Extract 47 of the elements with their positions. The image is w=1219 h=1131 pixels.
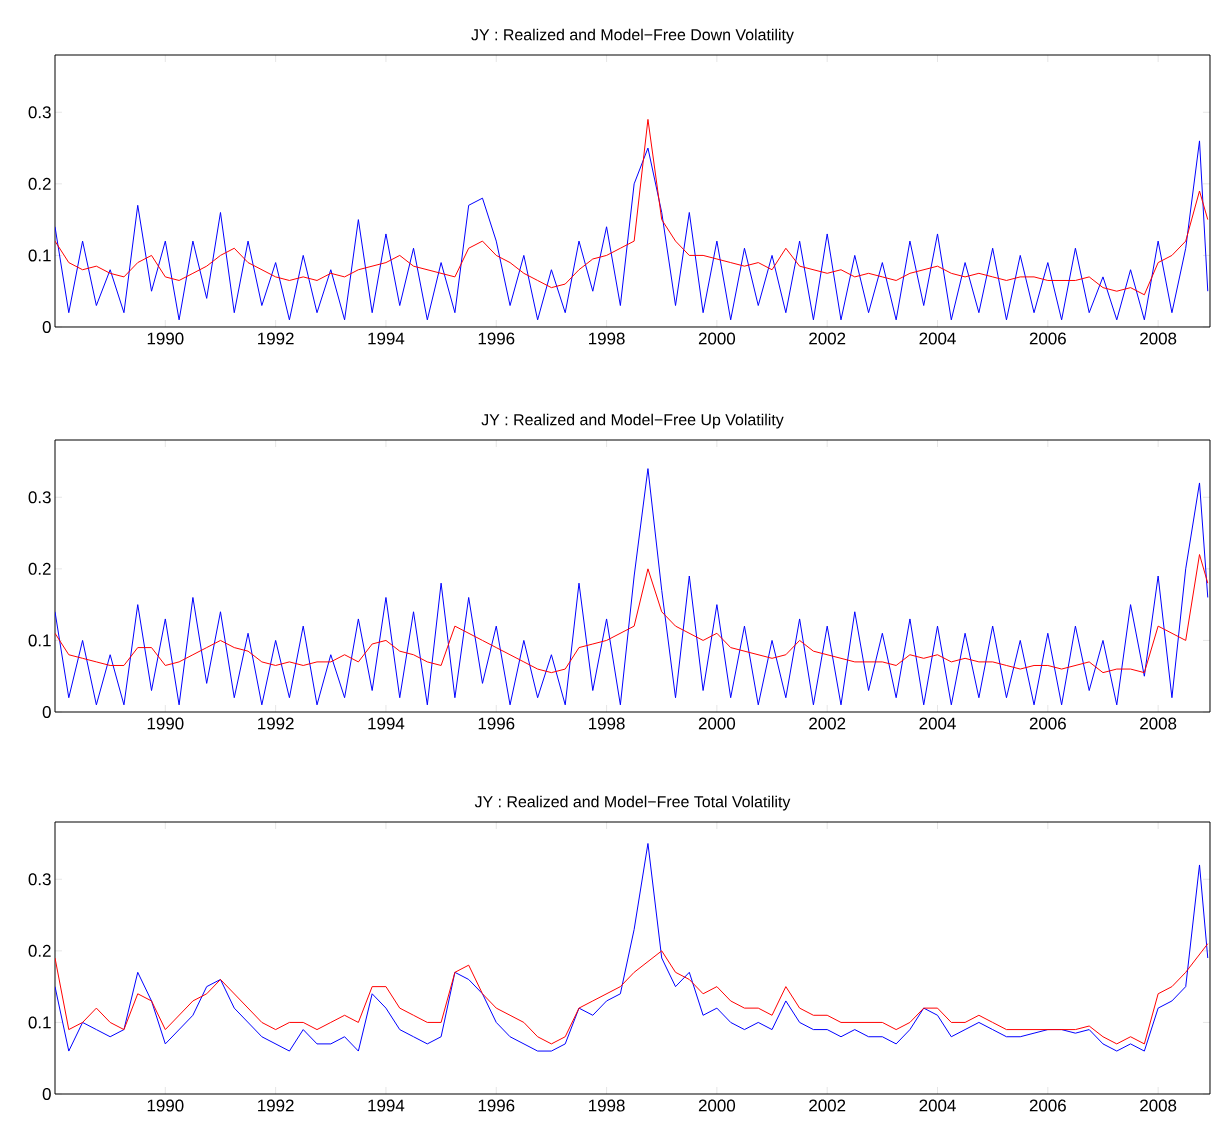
- x-tick-label: 1992: [258, 1099, 294, 1112]
- x-tick-label: 2006: [1029, 717, 1066, 730]
- y-tick-label: 0: [42, 706, 51, 718]
- line-series: [55, 140, 1209, 321]
- y-tick-label: 0.2: [28, 177, 51, 190]
- x-tick-label: 1992: [258, 717, 294, 730]
- x-tick-label: 2008: [1140, 717, 1177, 730]
- y-tick-label: 0.1: [28, 249, 51, 262]
- y-tick-label: 0: [42, 1088, 51, 1101]
- x-tick-label: 1994: [368, 717, 405, 730]
- x-tick-label: 1994: [368, 332, 405, 345]
- chart-title: JY : Realized and Model−Free Total Volatility: [474, 795, 791, 811]
- x-tick-label: 1996: [478, 1099, 515, 1112]
- x-tick-label: 1998: [589, 332, 625, 345]
- x-tick-label: 2008: [1140, 1099, 1177, 1112]
- x-tick-label: 1998: [589, 1099, 625, 1112]
- y-tick-label: 0.2: [28, 944, 51, 957]
- x-tick-label: 1990: [147, 1099, 184, 1112]
- x-tick-label: 2000: [698, 717, 736, 730]
- x-tick-label: 1994: [368, 1099, 405, 1112]
- y-tick-label: 0.1: [28, 634, 51, 647]
- x-tick-label: 2000: [698, 1099, 736, 1112]
- x-tick-label: 2004: [919, 717, 956, 730]
- y-tick-label: 0.3: [28, 491, 51, 504]
- x-tick-label: 1990: [147, 717, 184, 730]
- chart-title: JY : Realized and Model−Free Down Volatility: [471, 28, 794, 44]
- y-tick-label: 0: [42, 321, 51, 333]
- x-tick-label: 2004: [919, 1099, 956, 1112]
- y-tick-label: 0.2: [28, 562, 51, 575]
- line-series: [55, 468, 1209, 706]
- x-tick-label: 2008: [1140, 332, 1177, 345]
- y-tick-label: 0.3: [28, 873, 51, 886]
- x-tick-label: 2000: [698, 332, 736, 345]
- x-tick-label: 1990: [147, 332, 184, 345]
- x-tick-label: 1996: [478, 717, 515, 730]
- chart-title: JY : Realized and Model−Free Up Volatility: [481, 413, 784, 429]
- x-tick-label: 2002: [809, 1099, 846, 1112]
- x-tick-label: 2006: [1029, 1099, 1066, 1112]
- x-tick-label: 2004: [919, 332, 956, 345]
- x-tick-label: 1996: [478, 332, 515, 345]
- x-tick-label: 1992: [258, 332, 294, 345]
- x-tick-label: 2006: [1029, 332, 1066, 345]
- y-tick-label: 0.1: [28, 1016, 51, 1029]
- y-tick-label: 0.3: [28, 106, 51, 119]
- x-tick-label: 2002: [809, 332, 846, 345]
- x-tick-label: 1998: [589, 717, 625, 730]
- x-tick-label: 2002: [809, 717, 846, 730]
